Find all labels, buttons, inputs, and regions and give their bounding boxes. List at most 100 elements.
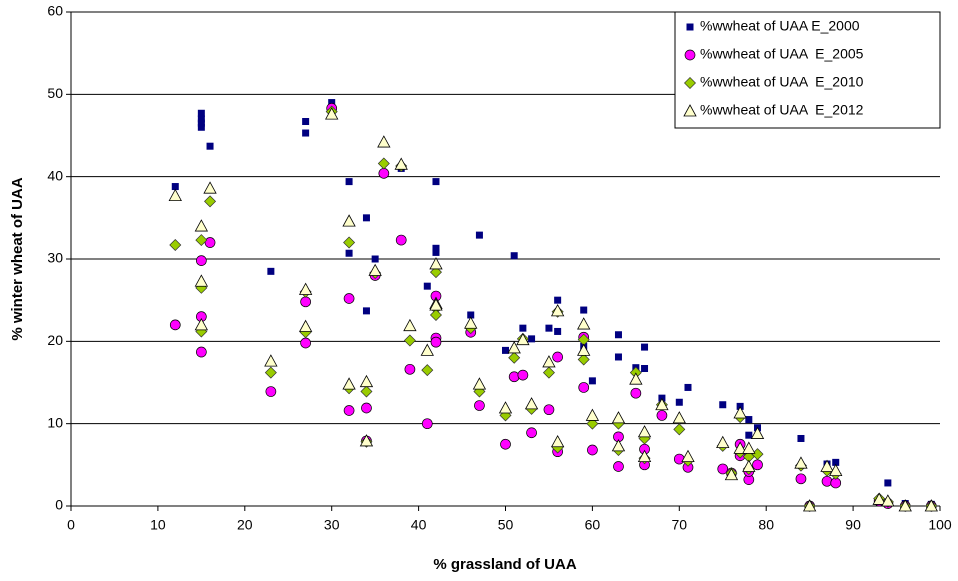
point xyxy=(884,479,892,487)
point xyxy=(750,426,765,439)
point xyxy=(196,255,207,266)
point xyxy=(362,307,370,315)
x-tick-label: 80 xyxy=(758,517,774,533)
point xyxy=(342,377,356,390)
point xyxy=(724,467,739,481)
point xyxy=(195,234,208,247)
legend-label: %wwheat of UAA E_2010 xyxy=(700,74,864,90)
point xyxy=(577,317,591,330)
point xyxy=(265,386,277,397)
point xyxy=(421,364,434,377)
point xyxy=(204,195,217,208)
point xyxy=(342,214,356,227)
point xyxy=(745,431,753,439)
point xyxy=(325,107,339,120)
point xyxy=(403,334,416,347)
legend-label: %wwheat of UAA E_2000 xyxy=(700,18,860,34)
legend-marker xyxy=(683,104,697,117)
x-tick-label: 50 xyxy=(498,517,514,533)
y-tick-label: 0 xyxy=(55,497,63,513)
point xyxy=(656,410,668,421)
point xyxy=(719,401,727,409)
point xyxy=(829,463,843,476)
point xyxy=(545,324,553,332)
point xyxy=(681,449,695,463)
point xyxy=(795,473,807,485)
x-tick-label: 70 xyxy=(672,517,688,533)
point xyxy=(542,355,556,368)
point xyxy=(519,324,527,332)
point xyxy=(613,461,624,472)
point xyxy=(394,157,408,170)
point xyxy=(898,499,912,512)
point xyxy=(641,365,649,373)
point xyxy=(630,387,642,399)
x-tick-label: 100 xyxy=(928,517,952,533)
point xyxy=(429,308,442,321)
point xyxy=(300,296,311,308)
point xyxy=(797,434,805,442)
point xyxy=(298,319,313,332)
point xyxy=(587,444,598,456)
point xyxy=(733,406,747,419)
point xyxy=(197,119,205,127)
point xyxy=(420,343,434,356)
x-tick-label: 60 xyxy=(585,517,601,533)
point xyxy=(197,123,205,131)
point xyxy=(580,306,588,314)
point xyxy=(586,417,599,430)
point xyxy=(508,371,520,383)
x-tick-label: 0 xyxy=(67,517,75,533)
point xyxy=(675,398,683,406)
x-tick-label: 30 xyxy=(324,517,340,533)
point xyxy=(742,459,756,472)
point xyxy=(429,298,443,311)
y-tick-label: 60 xyxy=(47,3,63,19)
point xyxy=(517,369,529,381)
point xyxy=(528,335,536,343)
point xyxy=(554,296,562,304)
point xyxy=(577,343,591,356)
point xyxy=(298,282,313,295)
legend-marker xyxy=(686,23,694,31)
point xyxy=(924,499,938,512)
point xyxy=(794,456,808,469)
point xyxy=(881,494,895,507)
point xyxy=(614,331,622,339)
point xyxy=(204,237,216,248)
y-axis-title: % winter wheat of UAA xyxy=(9,177,26,341)
point xyxy=(429,257,443,270)
point xyxy=(343,236,356,249)
point xyxy=(552,351,563,363)
point xyxy=(423,282,431,290)
legend-marker xyxy=(684,77,696,89)
point xyxy=(197,115,205,123)
point xyxy=(498,401,513,414)
point xyxy=(368,263,382,276)
point xyxy=(169,239,182,251)
y-tick-label: 20 xyxy=(47,332,63,348)
point xyxy=(206,142,214,150)
point xyxy=(614,353,622,361)
legend-box xyxy=(674,11,941,129)
legend-label: %wwheat of UAA E_2005 xyxy=(700,46,864,62)
point xyxy=(361,402,372,414)
y-tick-label: 50 xyxy=(47,85,63,101)
point xyxy=(359,374,374,388)
point xyxy=(267,267,275,275)
point xyxy=(510,252,518,260)
point xyxy=(578,382,590,393)
point xyxy=(343,293,355,304)
point xyxy=(264,354,278,367)
point xyxy=(432,248,440,256)
point xyxy=(430,336,442,348)
point xyxy=(611,439,626,452)
point xyxy=(500,438,511,450)
point xyxy=(641,343,649,351)
legend-marker xyxy=(684,49,696,61)
point xyxy=(404,363,416,375)
point xyxy=(832,458,840,466)
point xyxy=(475,231,483,239)
point xyxy=(821,475,833,487)
